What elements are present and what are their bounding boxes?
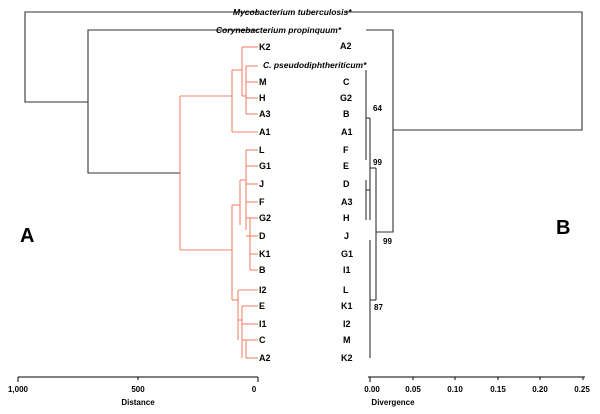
left-leaf-k2: K2 xyxy=(259,42,271,52)
left-leaf-k1: K1 xyxy=(259,249,271,259)
right-leaf-c: C xyxy=(343,77,350,87)
divergence-tick-025: 0.25 xyxy=(574,385,590,394)
left-leaf-b: B xyxy=(259,265,266,275)
left-leaf-a3: A3 xyxy=(259,109,271,119)
species-corynebacterium-propinquum: Corynebacterium propinquum* xyxy=(216,25,342,35)
right-leaf-g1: G1 xyxy=(341,249,353,259)
panel-label-a: A xyxy=(20,225,34,247)
divergence-tick-0: 0.00 xyxy=(364,385,380,394)
left-leaf-a2: A2 xyxy=(259,353,271,363)
distance-tick-500: 500 xyxy=(131,385,145,394)
bootstrap-value: 99 xyxy=(383,237,392,246)
species-c-pseudodiphtheriticum: C. pseudodiphtheriticum* xyxy=(263,60,367,70)
bootstrap-value: 99 xyxy=(373,158,382,167)
bootstrap-value: 64 xyxy=(373,104,382,113)
divergence-tick-005: 0.05 xyxy=(405,385,421,394)
left-leaf-i2: I2 xyxy=(259,285,267,295)
left-leaf-g2: G2 xyxy=(259,213,271,223)
right-leaf-k1: K1 xyxy=(341,301,353,311)
left-leaf-h: H xyxy=(259,93,266,103)
right-leaf-e: E xyxy=(343,161,349,171)
right-leaf-j: J xyxy=(344,231,349,241)
left-leaf-g1: G1 xyxy=(259,161,271,171)
divergence-tick-015: 0.15 xyxy=(490,385,506,394)
right-leaf-b: B xyxy=(343,109,350,119)
bootstrap-value: 87 xyxy=(374,303,383,312)
divergence-axis-title: Divergence xyxy=(371,398,415,407)
left-tree-strain-branches xyxy=(179,46,258,359)
right-leaf-k2: K2 xyxy=(341,353,353,363)
left-leaf-e: E xyxy=(259,301,265,311)
left-tree-outer-branches xyxy=(24,11,258,174)
left-leaf-m: M xyxy=(259,77,267,87)
distance-tick-1000: 1,000 xyxy=(8,385,29,394)
right-leaf-labels: A2 C G2 B A1 F E D A3 H J G1 I1 L K1 I2 … xyxy=(340,41,353,363)
distance-axis xyxy=(17,376,259,382)
right-leaf-a3: A3 xyxy=(341,197,353,207)
left-leaf-j: J xyxy=(259,179,264,189)
right-leaf-f: F xyxy=(343,145,349,155)
right-leaf-h: H xyxy=(343,213,350,223)
divergence-tick-020: 0.20 xyxy=(532,385,548,394)
left-leaf-a1: A1 xyxy=(259,127,271,137)
right-leaf-i2: I2 xyxy=(343,319,351,329)
right-leaf-d: D xyxy=(343,179,350,189)
distance-tick-0: 0 xyxy=(252,385,257,394)
left-leaf-l: L xyxy=(259,145,265,155)
left-leaf-i1: I1 xyxy=(259,319,267,329)
right-leaf-a1: A1 xyxy=(341,127,353,137)
right-leaf-g2: G2 xyxy=(340,93,352,103)
divergence-tick-010: 0.10 xyxy=(447,385,463,394)
right-leaf-l: L xyxy=(343,285,349,295)
left-leaf-c: C xyxy=(259,335,266,345)
right-leaf-a2: A2 xyxy=(340,41,352,51)
distance-axis-title: Distance xyxy=(121,398,155,407)
panel-label-b: B xyxy=(556,217,570,239)
divergence-axis xyxy=(368,376,585,382)
left-leaf-d: D xyxy=(259,231,266,241)
right-tree-branches xyxy=(346,11,583,358)
left-leaf-labels: K2 M H A3 A1 L G1 J F G2 D K1 B I2 E I1 … xyxy=(259,42,271,363)
right-leaf-m: M xyxy=(343,335,351,345)
right-leaf-i1: I1 xyxy=(343,265,351,275)
species-mycobacterium-tuberculosis: Mycobacterium tuberculosis* xyxy=(233,7,352,17)
left-leaf-f: F xyxy=(259,197,265,207)
